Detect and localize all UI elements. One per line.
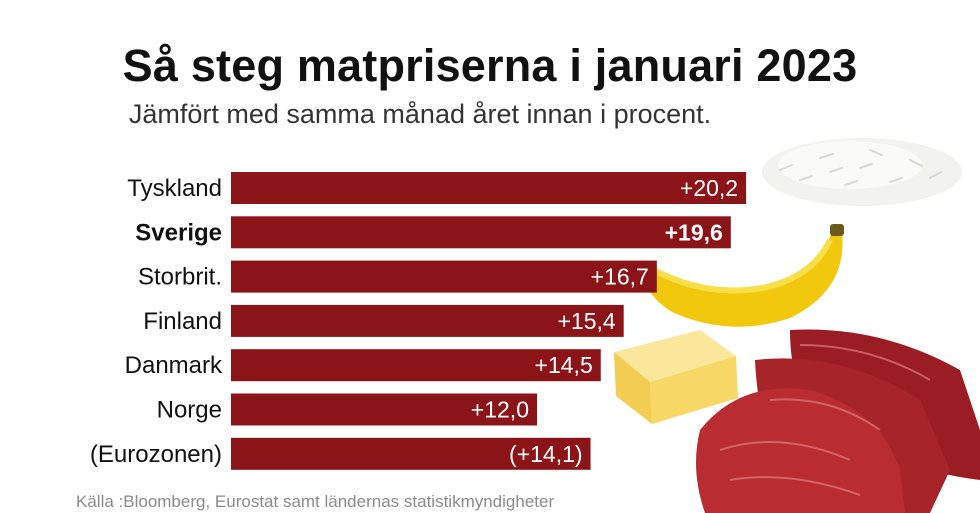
bar bbox=[231, 304, 624, 337]
bar bbox=[231, 260, 657, 293]
bar-value-label: +15,4 bbox=[557, 308, 615, 334]
bar-value-label: +14,5 bbox=[535, 352, 593, 378]
bar bbox=[231, 437, 591, 470]
source-note: Källa :Bloomberg, Eurostat samt länderna… bbox=[76, 492, 555, 511]
category-label: Finland bbox=[143, 308, 222, 335]
banana-image bbox=[642, 224, 844, 327]
category-label: Tyskland bbox=[127, 175, 222, 202]
bar-value-label: +16,7 bbox=[591, 264, 649, 290]
chart-title: Så steg matpriserna i januari 2023 bbox=[122, 40, 858, 91]
category-label: Danmark bbox=[125, 352, 223, 379]
bar-value-label: +12,0 bbox=[471, 397, 529, 423]
bar-value-label: (+14,1) bbox=[509, 441, 583, 467]
butter-image bbox=[614, 330, 738, 424]
category-label: (Eurozonen) bbox=[90, 441, 222, 468]
bar bbox=[231, 349, 601, 382]
bar-value-label: +20,2 bbox=[680, 175, 738, 201]
category-label: Sverige bbox=[135, 219, 222, 246]
chart-subtitle: Jämfört med samma månad året innan i pro… bbox=[128, 99, 712, 129]
beef-image bbox=[696, 329, 980, 513]
category-label: Norge bbox=[157, 397, 222, 424]
rice-image bbox=[762, 138, 962, 206]
bar-value-label: +19,6 bbox=[665, 219, 723, 245]
bar bbox=[231, 172, 747, 204]
bar bbox=[231, 393, 537, 426]
category-label: Storbrit. bbox=[138, 264, 222, 291]
bar bbox=[231, 216, 731, 249]
